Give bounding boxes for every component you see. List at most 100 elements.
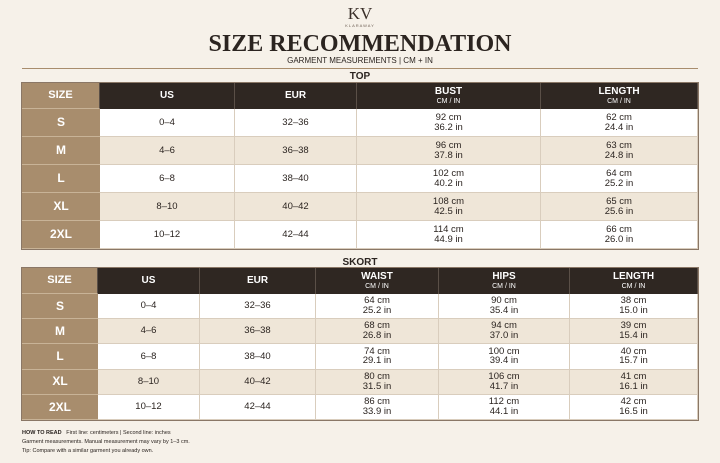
cell-line: 114 cm [433,223,464,235]
divider [22,68,698,69]
cell-line: 41.7 in [489,380,519,392]
cell-line: 74 cm [364,345,390,357]
cell-line: 15.7 in [619,355,648,367]
cell-text: M [55,323,65,338]
header-cell: EUR [200,268,316,294]
table-cell: 40–42 [235,193,357,221]
cell-line: 15.0 in [619,305,648,317]
cell-line: 29.1 in [362,355,392,367]
table-cell: 32–36 [200,294,316,320]
cell-line: 25.2 in [604,177,634,189]
cell-text: L [56,349,64,364]
cell-text: 4–6 [140,325,157,337]
cell-line: 42 cm [620,395,647,407]
footer-line: Garment measurements. Manual measurement… [22,439,190,445]
header-cell: LENGTH CM / IN [570,268,698,294]
brand: KLARAWAY [345,23,375,28]
cell-line: 16.5 in [619,405,648,417]
table-cell: 6–8 [100,165,235,193]
header-sub: CM / IN [436,97,461,105]
header-cell: BUST CM / IN [357,83,541,109]
cell-text: 32–36 [282,116,309,128]
table-frame [21,82,699,250]
cell-line: 26.8 in [362,330,392,342]
header-text: EUR [246,274,269,286]
cell-line: 24.8 in [604,149,634,161]
cell-line: 38 cm [620,295,647,307]
size-cell: M [22,319,98,345]
cell-line: 64 cm [606,167,632,179]
header-text: HIPS [492,271,516,283]
size-cell: L [22,344,98,370]
footer-line: Tip: Compare with a similar garment you … [22,448,154,454]
cell-text: XL [52,374,68,389]
cell-line: 100 cm [488,345,520,357]
cell-line: 35.4 in [489,305,519,317]
cell-text: 10–12 [153,228,181,240]
table-cell: 65 cm 25.6 in [541,193,698,221]
table-cell: 4–6 [98,319,200,345]
table-cell: 74 cm 29.1 in [316,344,439,370]
cell-line: 41 cm [620,370,647,382]
table-cell: 80 cm 31.5 in [316,369,439,395]
header-text: LENGTH [598,86,640,98]
table-cell: 42–44 [235,221,357,249]
cell-text: 0–4 [159,116,175,128]
logo: KV [347,4,373,23]
cell-text: 36–38 [244,325,271,337]
cell-line: 65 cm [606,195,632,207]
cell-line: 42.5 in [434,205,463,217]
table-cell: 64 cm 25.2 in [541,165,698,193]
table-cell: 32–36 [235,109,357,137]
header-text: SIZE [48,88,73,101]
cell-text: M [56,143,66,158]
header-text: US [141,274,156,286]
section-label: TOP [349,71,371,82]
table-cell: 36–38 [200,319,316,345]
cell-text: XL [53,199,69,214]
cell-line: 40.2 in [434,177,463,189]
table-frame [21,267,699,421]
table-cell: 40–42 [200,369,316,395]
cell-text: 4–6 [159,144,175,156]
cell-line: 44.9 in [434,233,463,245]
cell-line: 62 cm [606,111,632,123]
cell-text: 10–12 [135,400,162,412]
table-cell: 64 cm 25.2 in [316,294,439,320]
cell-line: 26.0 in [604,233,634,245]
header-text: LENGTH [612,271,655,283]
cell-text: 42–44 [244,400,271,412]
cell-line: 96 cm [435,139,462,151]
cell-line: 68 cm [364,320,390,332]
table-cell: 8–10 [100,193,235,221]
cell-text: L [57,171,65,186]
cell-text: 40–42 [282,200,309,212]
table-cell: 10–12 [100,221,235,249]
table-cell: 114 cm 44.9 in [357,221,541,249]
cell-line: 15.4 in [619,330,648,342]
cell-line: 39 cm [620,320,647,332]
cell-text: 38–40 [244,350,271,362]
cell-line: 40 cm [620,345,647,357]
title: SIZE RECOMMENDATION [208,31,512,57]
cell-line: 16.1 in [619,380,648,392]
table-cell: 0–4 [100,109,235,137]
header-cell: EUR [235,83,357,109]
table-cell: 62 cm 24.4 in [541,109,698,137]
table-cell: 94 cm 37.0 in [439,319,570,345]
header-text: EUR [284,89,307,101]
cell-line: 36.2 in [434,121,463,133]
size-cell: L [22,165,100,193]
header-cell: HIPS CM / IN [439,268,570,294]
cell-text: 8–10 [156,200,178,212]
table-cell: 8–10 [98,369,200,395]
table-cell: 66 cm 26.0 in [541,221,698,249]
header-text: SIZE [47,273,72,286]
cell-text: S [56,115,65,130]
cell-line: 64 cm [364,295,390,307]
table-cell: 108 cm 42.5 in [357,193,541,221]
table-cell: 0–4 [98,294,200,320]
size-cell: 2XL [22,221,100,249]
table-cell: 39 cm 15.4 in [570,319,698,345]
